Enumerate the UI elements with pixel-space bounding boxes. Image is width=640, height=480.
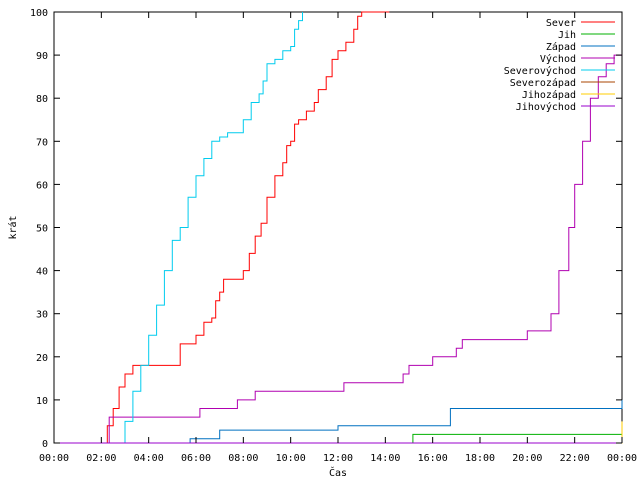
- y-tick-label: 0: [42, 439, 48, 450]
- y-tick-label: 40: [36, 267, 48, 278]
- series-line-zapad: [188, 399, 623, 444]
- x-tick-label: 22:00: [560, 453, 590, 464]
- x-tick-label: 20:00: [512, 453, 542, 464]
- x-tick-label: 04:00: [134, 453, 164, 464]
- legend-label-vychod: Východ: [540, 53, 576, 65]
- x-tick-label: 00:00: [39, 453, 69, 464]
- legend-label-jih: Jih: [558, 30, 576, 41]
- x-tick-label: 18:00: [465, 453, 495, 464]
- x-axis-label: Čas: [329, 466, 347, 479]
- y-tick-label: 20: [36, 353, 48, 364]
- x-tick-label: 02:00: [86, 453, 116, 464]
- y-axis: 0 10 20 30 40 50 60 70 80 90 100: [30, 8, 622, 450]
- series-line-sever: [105, 11, 390, 444]
- y-tick-label: 30: [36, 310, 48, 321]
- y-tick-label: 50: [36, 224, 48, 235]
- y-tick-label: 100: [30, 8, 48, 19]
- x-tick-label: 14:00: [370, 453, 400, 464]
- series-line-jih: [411, 433, 622, 444]
- series-line-severovychod: [119, 12, 303, 444]
- x-tick-label: 10:00: [276, 453, 306, 464]
- legend-label-severozapad: Severozápad: [510, 77, 576, 89]
- legend-label-jihozapad: Jihozápad: [522, 89, 576, 101]
- legend-label-jihovychod: Jihovýchod: [516, 101, 576, 113]
- x-axis: 00:00 02:00 04:00 06:00 08:00 10:00 12:00 14:00…: [39, 12, 637, 464]
- series-line-vychod: [107, 54, 622, 444]
- legend: SeverJihZápadVýchodSeverovýchodSeverozáp…: [504, 18, 615, 113]
- x-tick-label: 06:00: [181, 453, 211, 464]
- x-tick-label: 00:00: [607, 453, 637, 464]
- y-tick-label: 80: [36, 94, 48, 105]
- x-tick-label: 12:00: [323, 453, 353, 464]
- x-tick-label: 16:00: [418, 453, 448, 464]
- legend-label-zapad: Západ: [546, 41, 576, 53]
- x-tick-label: 08:00: [228, 453, 258, 464]
- y-tick-label: 10: [36, 396, 48, 407]
- y-tick-label: 90: [36, 51, 48, 62]
- legend-label-sever: Sever: [546, 18, 576, 29]
- y-tick-label: 70: [36, 137, 48, 148]
- y-tick-label: 60: [36, 180, 48, 191]
- y-axis-label: krát: [7, 215, 19, 239]
- legend-label-severovychod: Severovýchod: [504, 65, 576, 77]
